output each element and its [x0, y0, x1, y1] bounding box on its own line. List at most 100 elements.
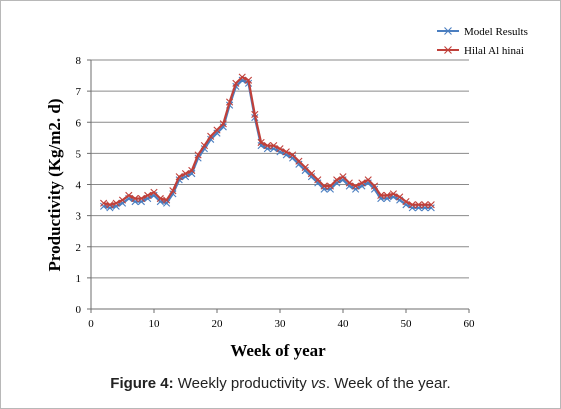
data-point — [118, 196, 127, 204]
data-point — [427, 201, 435, 209]
line-chart: 0 1 2 3 4 5 6 7 8 0 10 20 30 40 50 60 Model Results Hila… — [45, 26, 528, 360]
data-point — [370, 185, 379, 193]
caption-text-2: . Week of the year. — [325, 375, 451, 392]
data-point — [150, 188, 158, 196]
data-point — [282, 148, 290, 156]
data-point — [169, 187, 177, 195]
data-point — [326, 182, 334, 190]
legend: Model Results Hilal Al hinai — [437, 26, 528, 57]
y-axis-label: Productivity (Kg/m2. d) — [45, 99, 64, 272]
data-point — [408, 201, 416, 209]
data-point — [444, 27, 452, 35]
tick-labels: 0 1 2 3 4 5 6 7 8 0 10 20 30 40 50 60 — [76, 55, 476, 330]
data-point — [444, 46, 452, 54]
x-tick-label: 30 — [275, 318, 287, 330]
data-point — [370, 182, 379, 190]
x-tick-label: 50 — [401, 318, 413, 330]
data-point — [301, 163, 309, 171]
y-tick-label: 7 — [76, 86, 82, 98]
data-point — [377, 191, 385, 199]
grid-lines — [91, 59, 469, 279]
data-point — [415, 201, 423, 209]
x-tick-label: 20 — [212, 318, 224, 330]
x-tick-label: 10 — [149, 318, 161, 330]
data-point — [200, 142, 208, 150]
legend-label: Hilal Al hinai — [464, 45, 524, 57]
y-tick-label: 4 — [76, 180, 82, 192]
data-point — [244, 76, 253, 84]
data-point — [106, 201, 114, 209]
data-point — [219, 120, 227, 128]
data-point — [421, 201, 429, 209]
y-tick-label: 6 — [76, 117, 82, 129]
x-tick-label: 0 — [88, 318, 94, 330]
y-tick-label: 0 — [76, 304, 82, 316]
data-point — [389, 190, 397, 198]
series-line — [103, 75, 432, 206]
data-point — [333, 176, 341, 184]
series-0 — [100, 76, 435, 212]
data-point — [188, 166, 196, 175]
data-point — [289, 151, 297, 159]
data-point — [358, 179, 366, 187]
data-point — [207, 132, 215, 140]
data-point — [270, 142, 278, 150]
series-line — [103, 79, 432, 209]
data-point — [396, 193, 404, 201]
data-point — [295, 157, 303, 165]
data-point — [131, 194, 139, 203]
legend-item-0: Model Results — [437, 26, 528, 38]
data-point — [207, 135, 215, 143]
data-point — [320, 182, 328, 190]
data-point — [100, 199, 108, 207]
data-point — [137, 194, 145, 203]
data-point — [156, 194, 164, 203]
data-point — [200, 145, 208, 153]
data-point — [181, 170, 190, 178]
series-1 — [100, 73, 435, 209]
caption-vs: vs — [310, 375, 326, 392]
data-point — [112, 199, 120, 207]
x-axis-label: Week of year — [230, 341, 326, 360]
data-point — [106, 204, 114, 212]
data-point — [402, 198, 410, 206]
data-point — [163, 196, 171, 204]
y-tick-label: 5 — [76, 148, 82, 160]
data-point — [352, 182, 360, 190]
data-point — [257, 138, 265, 147]
caption-prefix: Figure 4: — [110, 375, 174, 392]
data-point — [194, 151, 202, 159]
data-point — [339, 173, 347, 181]
data-point — [251, 110, 259, 119]
data-point — [383, 191, 391, 199]
data-point — [144, 191, 152, 199]
x-tick-label: 40 — [338, 318, 350, 330]
y-tick-label: 3 — [76, 211, 82, 223]
y-tick-label: 1 — [76, 273, 82, 285]
data-point — [175, 173, 183, 181]
data-point — [226, 98, 234, 106]
series-layer — [100, 73, 435, 212]
data-point — [276, 145, 284, 153]
y-tick-label: 8 — [76, 55, 82, 67]
data-point — [263, 142, 271, 150]
data-point — [352, 185, 360, 193]
data-point — [364, 176, 372, 184]
y-tick-label: 2 — [76, 242, 82, 254]
data-point — [307, 170, 316, 178]
caption-text-1: Weekly productivity — [173, 375, 311, 392]
legend-item-1: Hilal Al hinai — [437, 45, 524, 57]
data-point — [238, 73, 246, 81]
data-point — [169, 190, 177, 198]
axes — [87, 59, 470, 313]
data-point — [213, 126, 221, 134]
data-point — [345, 179, 353, 187]
data-point — [314, 176, 322, 184]
data-point — [232, 79, 240, 87]
legend-label: Model Results — [464, 26, 528, 38]
figure-caption: Figure 4: Weekly productivity vs. Week o… — [0, 375, 561, 392]
x-tick-label: 60 — [464, 318, 476, 330]
data-point — [163, 199, 171, 207]
data-point — [125, 191, 133, 199]
